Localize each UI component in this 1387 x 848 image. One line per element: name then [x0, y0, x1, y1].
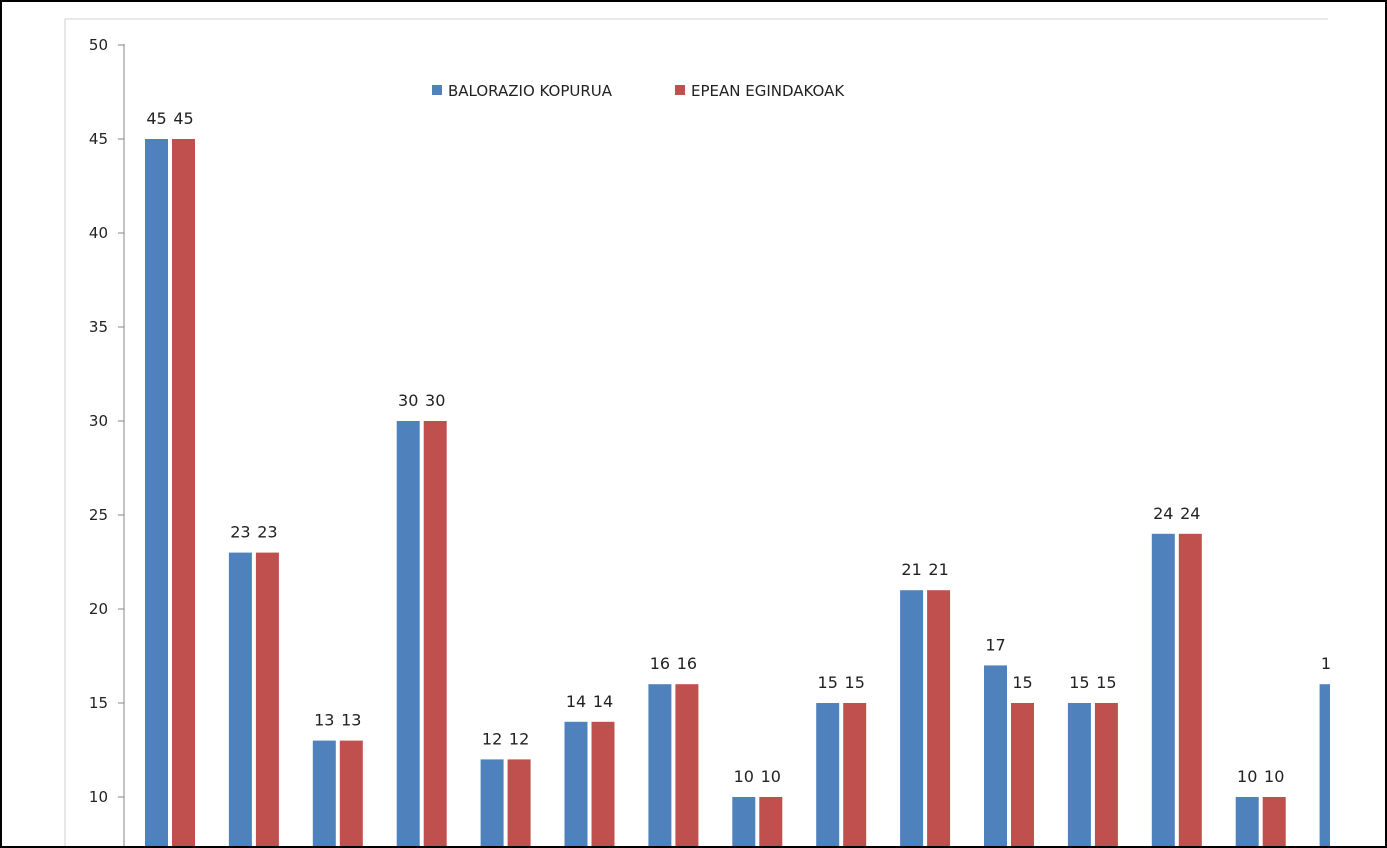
data-label: 13 [341, 711, 361, 730]
data-label: 15 [1096, 673, 1116, 692]
data-label: 16 [1321, 654, 1341, 673]
data-label: 21 [928, 560, 948, 579]
data-label: 12 [509, 729, 529, 748]
bar-epean [339, 740, 363, 846]
legend: BALORAZIO KOPURUA EPEAN EGINDAKOAK [432, 82, 845, 100]
data-label: 30 [425, 391, 445, 410]
legend-label-balorazio: BALORAZIO KOPURUA [448, 82, 613, 100]
data-label: 12 [482, 729, 502, 748]
data-label: 45 [146, 109, 166, 128]
data-label: 16 [677, 654, 697, 673]
legend-swatch-balorazio [432, 85, 442, 95]
bar-balorazio [145, 139, 168, 846]
bar-balorazio [900, 590, 924, 846]
data-label: 21 [901, 560, 921, 579]
data-label: 10 [1264, 767, 1284, 786]
y-tick-label: 20 [89, 600, 108, 618]
data-label: 13 [314, 711, 334, 730]
legend-swatch-epean [675, 85, 685, 95]
bar-epean [675, 684, 699, 846]
bar-epean [1178, 533, 1202, 846]
data-label: 15 [818, 673, 838, 692]
data-label: 45 [173, 109, 193, 128]
bar-balorazio [1235, 797, 1259, 846]
bar-balorazio [312, 740, 336, 846]
y-tick-label: 30 [89, 412, 108, 430]
data-label: 14 [593, 692, 613, 711]
bar-epean [927, 590, 951, 846]
bar-balorazio [732, 797, 756, 846]
bar-balorazio [984, 665, 1007, 846]
data-label: 24 [1180, 504, 1200, 523]
data-label: 14 [566, 692, 586, 711]
bar-balorazio [1319, 684, 1330, 846]
y-tick-label: 25 [89, 506, 108, 524]
data-label: 15 [1012, 673, 1032, 692]
bar-epean [759, 797, 783, 846]
bar-balorazio [1067, 703, 1091, 846]
bar-balorazio [396, 421, 420, 846]
bar-balorazio [564, 721, 588, 846]
data-label: 23 [230, 523, 250, 542]
data-label: 17 [985, 635, 1005, 654]
data-label: 30 [398, 391, 418, 410]
bar-epean [172, 139, 195, 846]
bar-epean [423, 421, 447, 846]
y-tick-label: 50 [89, 36, 108, 54]
data-label: 10 [734, 767, 754, 786]
bar-epean [1011, 703, 1034, 846]
data-label: 15 [845, 673, 865, 692]
data-label: 10 [1237, 767, 1257, 786]
bar-balorazio [1151, 533, 1175, 846]
bar-balorazio [480, 759, 504, 846]
data-label: 15 [1069, 673, 1089, 692]
y-tick-label: 35 [89, 318, 108, 336]
data-label: 24 [1153, 504, 1173, 523]
data-labels-group: 45 23 13 30 12 14 16 10 15 21 17 15 24 10 16 45 23 13 30 12… [146, 109, 1341, 786]
data-label: 23 [257, 523, 277, 542]
bar-epean [507, 759, 531, 846]
bars-group [145, 139, 1330, 846]
legend-label-epean: EPEAN EGINDAKOAK [691, 82, 845, 100]
bar-balorazio [228, 552, 252, 846]
y-tick-label: 15 [89, 694, 108, 712]
bar-epean [255, 552, 279, 846]
bar-balorazio [816, 703, 840, 846]
y-axis-group: 10 15 20 25 30 35 40 45 50 [64, 18, 1328, 846]
bar-epean [591, 721, 615, 846]
data-label: 16 [650, 654, 670, 673]
bar-epean [1094, 703, 1118, 846]
bar-balorazio [648, 684, 672, 846]
y-tick-label: 40 [89, 224, 108, 242]
data-label: 10 [761, 767, 781, 786]
bar-epean [1262, 797, 1286, 846]
y-tick-label: 10 [89, 788, 108, 806]
y-tick-label: 45 [89, 130, 108, 148]
bar-epean [843, 703, 867, 846]
